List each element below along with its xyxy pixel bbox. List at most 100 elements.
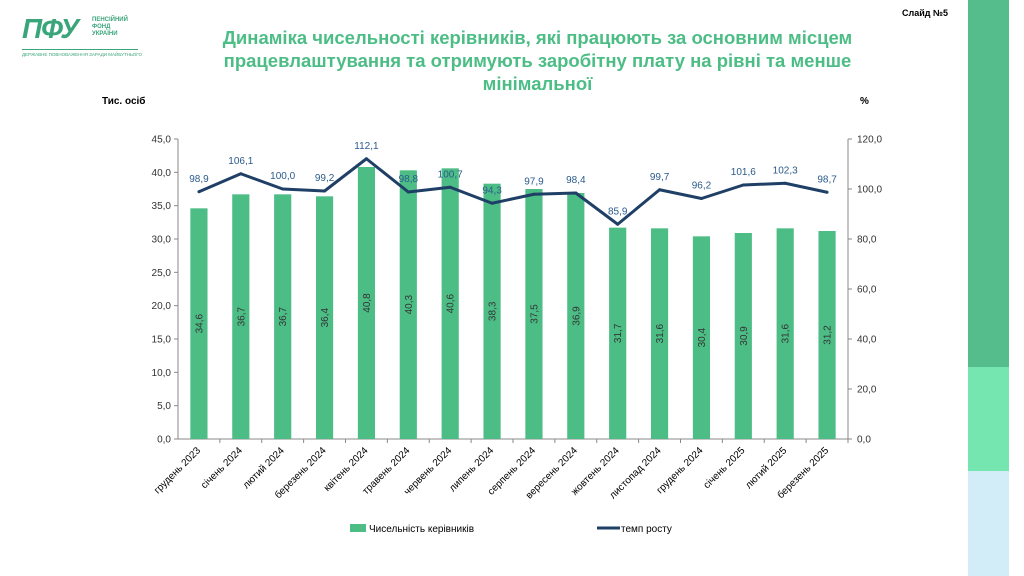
x-tick-label: лютий 2025 — [743, 445, 789, 491]
growth-rate-point — [448, 185, 452, 189]
growth-rate-point — [490, 201, 494, 205]
line-data-label: 112,1 — [354, 141, 379, 152]
y-tick-label: 10,0 — [152, 368, 172, 379]
line-series — [197, 157, 829, 226]
logo-text-line-3: УКРАЇНИ — [92, 31, 118, 37]
y2-tick-label: 60,0 — [857, 285, 877, 296]
y2-tick-label: 20,0 — [857, 385, 877, 396]
y-axis-label: Тис. осіб — [102, 95, 146, 107]
y-axis: 0,0 5,0 10,0 15,0 20,0 25,0 30,0 35,0 40,0 45,0 — [152, 135, 179, 446]
bar-data-label: 31,7 — [613, 323, 624, 343]
bar — [525, 189, 543, 439]
logo-subtitle: ДЕРЖАВНЕ ПОВНОВАЖЕННЯ ЗАРАДИ МАЙБУТНЬОГО — [22, 52, 142, 57]
bar-data-label: 38,3 — [488, 301, 499, 321]
bar — [274, 194, 292, 439]
bar-data-label: 31,6 — [655, 323, 666, 343]
line-data-label: 101,6 — [731, 167, 756, 178]
bar-data-label: 30,9 — [739, 326, 750, 346]
y-tick-label: 45,0 — [152, 135, 172, 146]
line-labels: 98,9 106,1 100,0 99,2 112,1 98,8 100,7 94,3 97,9… — [189, 141, 837, 218]
growth-rate-point — [323, 189, 327, 193]
growth-rate-point — [574, 191, 578, 195]
y-tick-label: 20,0 — [152, 301, 172, 312]
growth-rate-point — [197, 190, 201, 194]
line-data-label: 85,9 — [608, 206, 628, 217]
decor-stripe-middle — [968, 367, 1009, 471]
slide-title-line-2: працевлаштування та отримують заробітну … — [223, 50, 852, 94]
growth-rate-line — [198, 157, 828, 226]
y-tick-label: 40,0 — [152, 168, 172, 179]
logo-divider — [22, 49, 138, 50]
bar — [190, 208, 208, 439]
bar-data-label: 37,5 — [529, 304, 540, 324]
growth-rate-point — [825, 190, 829, 194]
line-data-label: 98,7 — [817, 174, 837, 185]
bar — [232, 194, 250, 439]
bar — [357, 167, 376, 439]
bar-data-label: 36,9 — [571, 306, 582, 326]
y2-axis: 0,0 20,0 40,0 60,0 80,0 100,0 120,0 — [847, 135, 882, 446]
bar — [818, 231, 836, 439]
line-data-label: 98,9 — [189, 174, 209, 185]
line-data-label: 100,7 — [438, 169, 463, 180]
bar-data-label: 40,3 — [404, 294, 415, 314]
bar — [483, 183, 501, 439]
y-tick-label: 0,0 — [157, 435, 171, 446]
line-data-label: 100,0 — [270, 171, 295, 182]
line-data-label: 98,4 — [566, 175, 586, 186]
legend: Чисельність керівників темп росту — [350, 524, 672, 535]
growth-rate-point — [281, 187, 285, 191]
growth-rate-point — [616, 222, 620, 226]
decor-stripe-top — [968, 0, 1009, 367]
growth-rate-point — [741, 183, 745, 187]
bar-data-label: 31,2 — [823, 325, 834, 345]
y2-tick-label: 0,0 — [857, 435, 871, 446]
bar-data-label: 31,6 — [781, 323, 792, 343]
growth-rate-point — [364, 157, 368, 161]
line-data-label: 99,2 — [315, 173, 335, 184]
growth-rate-point — [783, 181, 787, 185]
x-tick-label: грудень 2023 — [152, 445, 203, 496]
bar-data-label: 40,8 — [362, 293, 373, 313]
slide-number: Слайд №5 — [901, 8, 948, 18]
logo-text: ПЕНСІЙНИЙ ФОНД УКРАЇНИ — [92, 17, 128, 38]
bar — [441, 168, 459, 440]
bar-data-label: 36,7 — [236, 306, 247, 326]
bar — [315, 196, 334, 439]
line-data-label: 97,9 — [524, 176, 544, 187]
y2-axis-label: % — [860, 96, 869, 107]
x-tick-label: лютий 2024 — [241, 445, 287, 491]
line-data-label: 99,7 — [650, 172, 670, 183]
line-data-label: 106,1 — [228, 156, 253, 167]
y-tick-label: 30,0 — [152, 235, 172, 246]
pfu-logo: ПФУ ПЕНСІЙНИЙ ФОНД УКРАЇНИ ДЕРЖАВНЕ ПОВН… — [22, 14, 142, 58]
y-tick-label: 35,0 — [152, 201, 172, 212]
growth-rate-point — [699, 197, 703, 200]
bar-labels: 34,6 36,7 36,7 36,4 40,8 40,3 40,6 38,3 37,5 36,9… — [194, 293, 833, 348]
y-tick-label: 15,0 — [152, 335, 172, 346]
bar — [399, 170, 417, 440]
line-data-label: 94,3 — [482, 185, 502, 196]
bar-data-label: 30,4 — [697, 327, 708, 347]
bar-data-label: 36,4 — [320, 307, 331, 327]
bar — [567, 193, 585, 439]
bar-data-label: 40,6 — [446, 293, 457, 313]
y-tick-label: 25,0 — [152, 268, 172, 279]
bar-data-label: 36,7 — [278, 306, 289, 326]
growth-rate-point — [406, 190, 410, 194]
legend-label-bars: Чисельність керівників — [369, 524, 474, 535]
y2-tick-label: 120,0 — [857, 135, 882, 146]
line-data-label: 102,3 — [773, 165, 798, 176]
decor-stripe-bottom — [968, 471, 1009, 576]
legend-swatch-bars — [350, 524, 366, 532]
legend-label-line: темп росту — [621, 524, 672, 535]
bar — [650, 228, 669, 439]
logo-text-line-2: ФОНД — [92, 24, 111, 30]
bar-data-label: 34,6 — [194, 313, 205, 333]
y-tick-label: 5,0 — [157, 401, 171, 412]
bar — [692, 236, 711, 439]
x-tick-label: січень 2025 — [702, 445, 748, 491]
bar — [734, 233, 752, 439]
